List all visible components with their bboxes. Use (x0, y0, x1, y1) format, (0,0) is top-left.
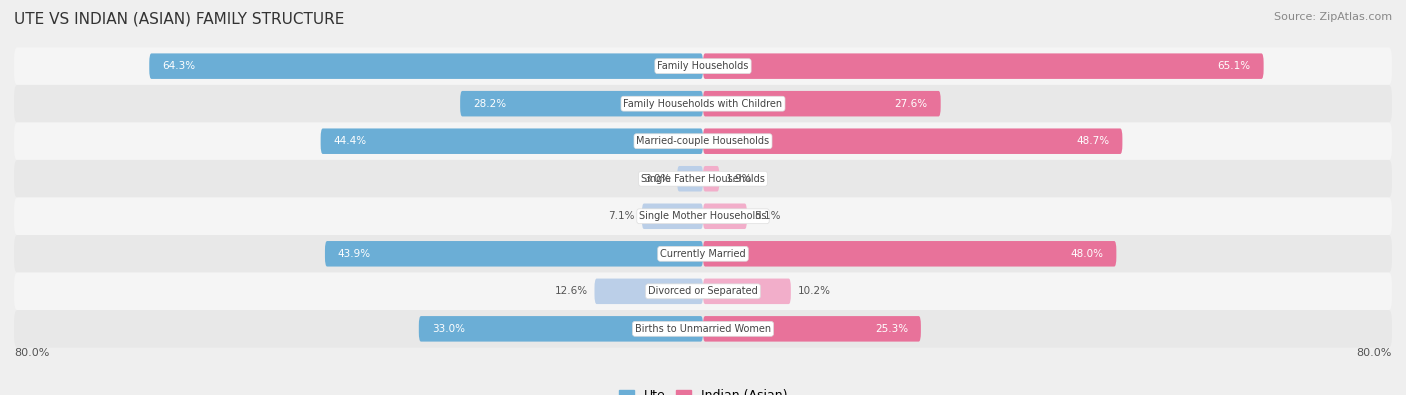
FancyBboxPatch shape (643, 203, 703, 229)
FancyBboxPatch shape (14, 310, 1392, 348)
FancyBboxPatch shape (703, 278, 790, 304)
Text: UTE VS INDIAN (ASIAN) FAMILY STRUCTURE: UTE VS INDIAN (ASIAN) FAMILY STRUCTURE (14, 12, 344, 27)
FancyBboxPatch shape (14, 160, 1392, 198)
Text: 33.0%: 33.0% (432, 324, 465, 334)
FancyBboxPatch shape (325, 241, 703, 267)
Text: 10.2%: 10.2% (797, 286, 831, 296)
FancyBboxPatch shape (14, 47, 1392, 85)
Text: 65.1%: 65.1% (1218, 61, 1251, 71)
Text: Currently Married: Currently Married (661, 249, 745, 259)
Text: 43.9%: 43.9% (337, 249, 371, 259)
FancyBboxPatch shape (595, 278, 703, 304)
FancyBboxPatch shape (14, 235, 1392, 273)
Text: 1.9%: 1.9% (727, 174, 752, 184)
Text: 80.0%: 80.0% (1357, 348, 1392, 358)
FancyBboxPatch shape (703, 203, 747, 229)
Text: Married-couple Households: Married-couple Households (637, 136, 769, 146)
Text: 28.2%: 28.2% (472, 99, 506, 109)
Text: 3.0%: 3.0% (644, 174, 671, 184)
Legend: Ute, Indian (Asian): Ute, Indian (Asian) (614, 384, 792, 395)
Text: 44.4%: 44.4% (333, 136, 367, 146)
FancyBboxPatch shape (14, 198, 1392, 235)
FancyBboxPatch shape (703, 241, 1116, 267)
FancyBboxPatch shape (678, 166, 703, 192)
Text: 7.1%: 7.1% (609, 211, 636, 221)
FancyBboxPatch shape (14, 273, 1392, 310)
Text: Family Households with Children: Family Households with Children (623, 99, 783, 109)
Text: Source: ZipAtlas.com: Source: ZipAtlas.com (1274, 12, 1392, 22)
Text: 12.6%: 12.6% (554, 286, 588, 296)
FancyBboxPatch shape (703, 316, 921, 342)
FancyBboxPatch shape (149, 53, 703, 79)
Text: 5.1%: 5.1% (754, 211, 780, 221)
Text: 27.6%: 27.6% (894, 99, 928, 109)
Text: Births to Unmarried Women: Births to Unmarried Women (636, 324, 770, 334)
Text: Family Households: Family Households (658, 61, 748, 71)
Text: 64.3%: 64.3% (162, 61, 195, 71)
Text: 48.7%: 48.7% (1077, 136, 1109, 146)
Text: Single Mother Households: Single Mother Households (640, 211, 766, 221)
FancyBboxPatch shape (321, 128, 703, 154)
Text: 25.3%: 25.3% (875, 324, 908, 334)
Text: 48.0%: 48.0% (1070, 249, 1104, 259)
Text: Single Father Households: Single Father Households (641, 174, 765, 184)
FancyBboxPatch shape (703, 53, 1264, 79)
FancyBboxPatch shape (460, 91, 703, 117)
FancyBboxPatch shape (703, 91, 941, 117)
FancyBboxPatch shape (14, 122, 1392, 160)
Text: Divorced or Separated: Divorced or Separated (648, 286, 758, 296)
FancyBboxPatch shape (14, 85, 1392, 122)
FancyBboxPatch shape (419, 316, 703, 342)
FancyBboxPatch shape (703, 166, 720, 192)
Text: 80.0%: 80.0% (14, 348, 49, 358)
FancyBboxPatch shape (703, 128, 1122, 154)
